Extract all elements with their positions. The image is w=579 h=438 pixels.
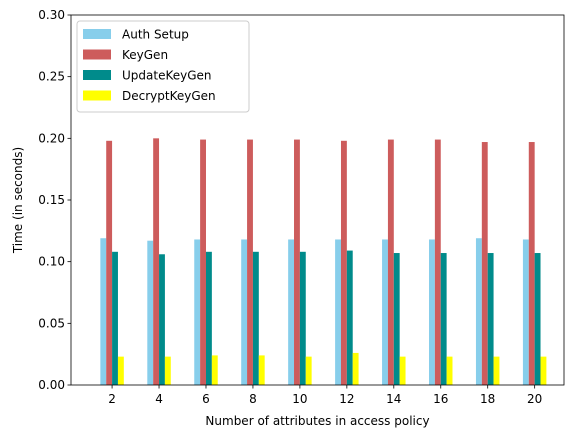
legend-swatch-decryptkeygen (83, 90, 111, 101)
y-tick-label: 0.00 (38, 378, 65, 392)
x-tick-label: 18 (480, 392, 495, 406)
x-tick-label: 16 (433, 392, 448, 406)
legend-frame (76, 20, 250, 113)
bar-keygen-12 (340, 140, 347, 385)
bar-decryptkeygen-4 (164, 356, 171, 385)
bar-decryptkeygen-10 (305, 356, 312, 385)
y-tick-label: 0.10 (38, 255, 65, 269)
bar-auth-setup-10 (288, 239, 295, 385)
bar-auth-setup-12 (335, 239, 341, 385)
y-tick-label: 0.20 (38, 131, 65, 145)
x-axis-label: Number of attributes in access policy (205, 414, 429, 428)
bar-decryptkeygen-12 (352, 352, 359, 385)
bar-keygen-14 (387, 139, 394, 385)
legend-label-decryptkeygen: DecryptKeyGen (122, 89, 216, 103)
bar-keygen-16 (434, 139, 441, 385)
bar-updatekeygen-16 (440, 253, 447, 385)
bar-updatekeygen-8 (252, 251, 259, 385)
x-tick-label: 10 (292, 392, 307, 406)
bar-decryptkeygen-16 (446, 356, 453, 385)
bar-updatekeygen-2 (112, 251, 118, 385)
x-tick-label: 20 (527, 392, 542, 406)
x-tick-label: 6 (202, 392, 210, 406)
legend-swatch-auth-setup (83, 29, 111, 39)
bar-auth-setup-6 (194, 239, 201, 385)
bar-decryptkeygen-8 (258, 355, 265, 385)
x-tick-label: 2 (108, 392, 116, 406)
bar-auth-setup-4 (147, 240, 154, 385)
y-tick-label: 0.15 (38, 193, 65, 207)
bar-updatekeygen-12 (346, 250, 353, 385)
legend-label-auth-setup: Auth Setup (122, 28, 189, 42)
x-tick-label: 14 (386, 392, 401, 406)
bar-keygen-18 (481, 142, 488, 385)
legend-label-keygen: KeyGen (122, 48, 168, 62)
bar-auth-setup-14 (382, 239, 388, 385)
bar-updatekeygen-6 (205, 251, 212, 385)
bar-keygen-6 (200, 139, 206, 385)
x-tick-label: 4 (155, 392, 163, 406)
bar-decryptkeygen-18 (493, 356, 500, 385)
bar-auth-setup-18 (475, 238, 482, 385)
bar-decryptkeygen-6 (211, 355, 218, 385)
bars-layer (100, 138, 547, 385)
bar-keygen-20 (528, 142, 535, 385)
bar-updatekeygen-14 (393, 253, 400, 385)
bar-updatekeygen-20 (534, 253, 541, 385)
bar-updatekeygen-10 (299, 251, 306, 385)
bar-keygen-10 (294, 139, 300, 385)
bar-keygen-8 (247, 139, 253, 385)
x-tick-label: 8 (249, 392, 257, 406)
bar-updatekeygen-4 (159, 254, 165, 385)
bar-updatekeygen-18 (487, 253, 494, 385)
bar-auth-setup-8 (241, 239, 248, 385)
legend-swatch-keygen (83, 49, 111, 60)
y-tick-label: 0.05 (38, 316, 65, 330)
bar-decryptkeygen-2 (117, 356, 124, 385)
legend-swatch-updatekeygen (83, 70, 111, 80)
x-tick-label: 12 (339, 392, 354, 406)
y-tick-label: 0.25 (38, 70, 65, 84)
bar-decryptkeygen-14 (399, 356, 406, 385)
legend: Auth Setup KeyGen UpdateKeyGen DecryptKeyGe… (76, 20, 250, 113)
y-axis-label: Time (in seconds) (11, 147, 25, 254)
bar-keygen-4 (153, 138, 160, 385)
bar-decryptkeygen-20 (540, 356, 547, 385)
legend-label-updatekeygen: UpdateKeyGen (122, 69, 212, 83)
bar-auth-setup-20 (522, 239, 529, 385)
bar-auth-setup-16 (429, 239, 435, 385)
bar-keygen-2 (106, 140, 113, 385)
y-tick-label: 0.30 (38, 8, 65, 22)
axes-layer: 0.00 0.05 0.10 0.15 0.20 0.25 0.30 2 4 6 8 10 12 14 16… (38, 8, 565, 406)
bar-auth-setup-2 (100, 238, 107, 385)
